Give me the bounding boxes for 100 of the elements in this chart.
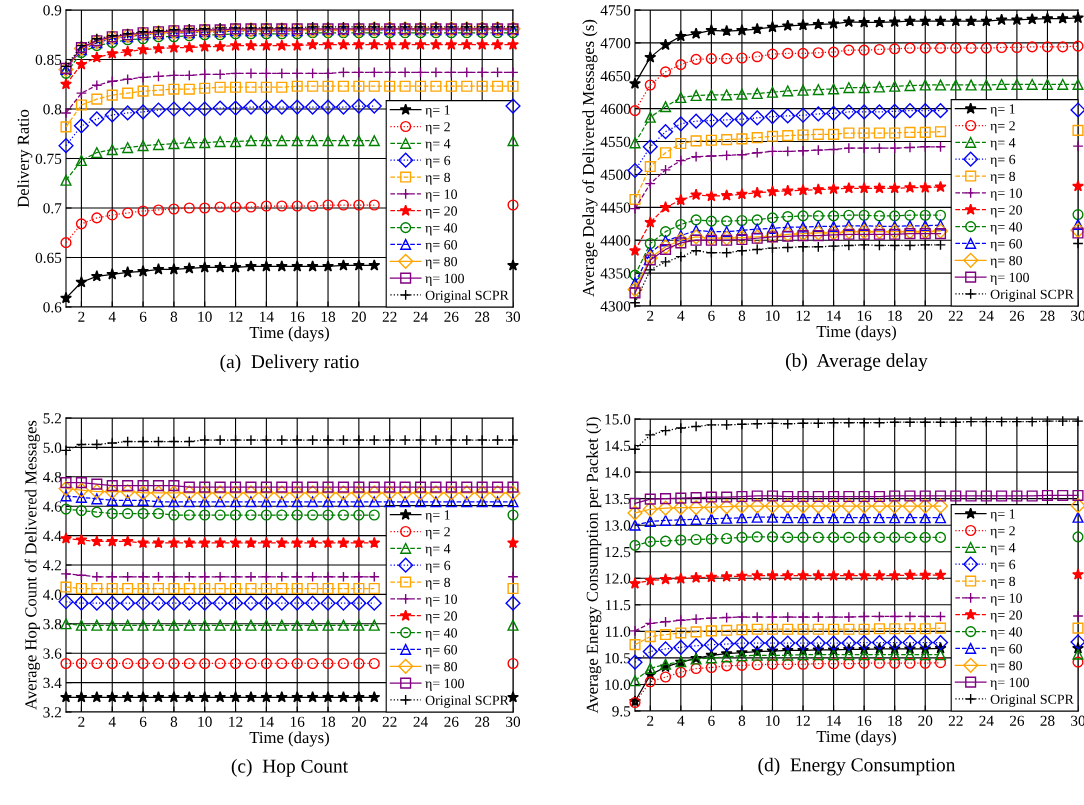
legend-label: η= 6 — [990, 154, 1016, 168]
text: (a) Delivery ratio — [220, 354, 359, 373]
x-tick-label: 12 — [229, 311, 243, 322]
x-tick-label: 22 — [382, 716, 397, 727]
y-tick-label: 5.2 — [43, 413, 61, 424]
x-tick-label: 16 — [857, 715, 872, 726]
x-tick-label: 26 — [1009, 310, 1025, 321]
y-axis-title: Average Energy Consumption per Packet (J) — [586, 417, 602, 714]
x-tick-label: 14 — [827, 310, 841, 321]
legend-label: η= 20 — [425, 611, 458, 624]
legend-label: η= 8 — [990, 171, 1016, 184]
legend-label: η= 2 — [990, 526, 1015, 539]
x-tick-label: 28 — [475, 311, 490, 322]
legend-label: η= 8 — [425, 577, 451, 590]
y-tick-label: 4750 — [600, 5, 631, 16]
y-tick-label: 0.75 — [35, 153, 62, 165]
x-tick-label: 10 — [766, 310, 780, 321]
x-tick-label: 4 — [108, 311, 116, 322]
x-tick-label: 16 — [290, 311, 305, 322]
legend-label: η= 4 — [990, 543, 1016, 556]
y-tick-label: 13.0 — [605, 520, 631, 531]
x-tick-label: 30 — [506, 716, 521, 727]
legend-label: η= 40 — [425, 628, 458, 641]
y-tick-label: 15.0 — [605, 414, 631, 425]
text: (d) Energy Consumption — [758, 757, 956, 776]
x-tick-label: 26 — [1009, 715, 1025, 726]
y-tick-label: 4.4 — [43, 530, 62, 542]
legend-label: η= 8 — [990, 576, 1016, 589]
legend-label: Original SCPR — [990, 289, 1074, 302]
y-tick-label: 4.2 — [43, 560, 61, 571]
y-tick-label: 0.85 — [35, 54, 62, 66]
legend-label: η= 4 — [425, 544, 451, 557]
x-tick-label: 30 — [506, 311, 521, 322]
x-tick-label: 24 — [979, 310, 994, 321]
y-tick-label: 0.8 — [43, 104, 62, 115]
y-tick-label: 12.0 — [605, 573, 631, 584]
legend-label: η= 10 — [425, 594, 458, 607]
legend-label: η= 2 — [425, 122, 450, 135]
legend-label: Original SCPR — [990, 694, 1074, 707]
x-tick-label: 4 — [108, 716, 116, 727]
legend-label: η= 10 — [990, 188, 1023, 201]
y-tick-label: 12.5 — [605, 546, 631, 558]
y-tick-label: 4350 — [600, 268, 631, 279]
y-tick-label: 0.65 — [35, 252, 62, 264]
y-tick-label: 4650 — [600, 70, 631, 82]
legend-label: η= 1 — [990, 509, 1015, 522]
legend-label: η= 60 — [990, 239, 1023, 252]
y-tick-label: 0.7 — [43, 203, 62, 214]
x-tick-label: 8 — [170, 716, 178, 727]
y-tick-label: 14.5 — [605, 440, 631, 452]
x-tick-label: 2 — [647, 715, 654, 726]
x-tick-label: 12 — [796, 715, 810, 726]
x-tick-label: 18 — [888, 310, 902, 321]
x-tick-label: 22 — [948, 715, 963, 726]
y-tick-label: 4450 — [600, 202, 631, 213]
x-tick-label: 8 — [738, 715, 746, 726]
legend-label: η= 20 — [990, 205, 1023, 218]
x-tick-label: 10 — [198, 716, 212, 727]
y-axis-title: Delivery Ratio — [17, 109, 33, 208]
x-tick-label: 26 — [444, 311, 459, 322]
y-tick-label: 0.9 — [43, 5, 62, 16]
legend-label: η= 10 — [425, 189, 458, 202]
legend-label: η= 40 — [990, 627, 1023, 640]
text: (c) Hop Count — [231, 759, 348, 777]
legend-label: η= 10 — [990, 593, 1023, 606]
x-axis-title: Time (days) — [816, 730, 896, 746]
x-axis-title: Time (days) — [249, 731, 329, 747]
legend-label: η= 100 — [990, 677, 1029, 690]
x-tick-label: 14 — [260, 311, 274, 322]
y-axis-title: Average Hop Count of Delivered Messages — [24, 420, 40, 710]
y-tick-label: 4600 — [600, 103, 631, 115]
legend-label: η= 2 — [990, 121, 1015, 134]
legend-label: Original SCPR — [425, 290, 509, 303]
x-tick-label: 22 — [948, 310, 963, 321]
legend-label: η= 80 — [425, 661, 458, 675]
x-tick-label: 12 — [796, 310, 810, 321]
x-axis-title: Time (days) — [249, 326, 329, 342]
legend-label: η= 100 — [425, 678, 464, 691]
x-tick-label: 20 — [351, 311, 366, 322]
y-tick-label: 4.8 — [43, 471, 62, 483]
x-tick-label: 2 — [78, 311, 85, 322]
x-tick-label: 28 — [1040, 310, 1055, 321]
x-tick-label: 2 — [647, 310, 654, 321]
y-tick-label: 14.0 — [605, 467, 631, 478]
x-tick-label: 10 — [198, 311, 212, 322]
x-tick-label: 6 — [708, 310, 715, 321]
x-tick-label: 14 — [827, 715, 841, 726]
legend-label: η= 20 — [425, 206, 458, 219]
legend-label: η= 100 — [990, 272, 1029, 285]
y-tick-label: 10.0 — [605, 679, 631, 690]
x-tick-label: 18 — [888, 715, 902, 726]
x-tick-label: 24 — [979, 715, 994, 726]
legend-label: η= 20 — [990, 610, 1023, 623]
y-tick-label: 10.5 — [605, 653, 631, 664]
legend-label: η= 80 — [425, 256, 458, 270]
y-tick-label: 11.0 — [606, 626, 631, 637]
y-tick-label: 4500 — [600, 169, 631, 180]
x-tick-label: 8 — [170, 311, 178, 322]
legend-label: η= 6 — [425, 155, 451, 169]
x-tick-label: 18 — [321, 311, 336, 322]
